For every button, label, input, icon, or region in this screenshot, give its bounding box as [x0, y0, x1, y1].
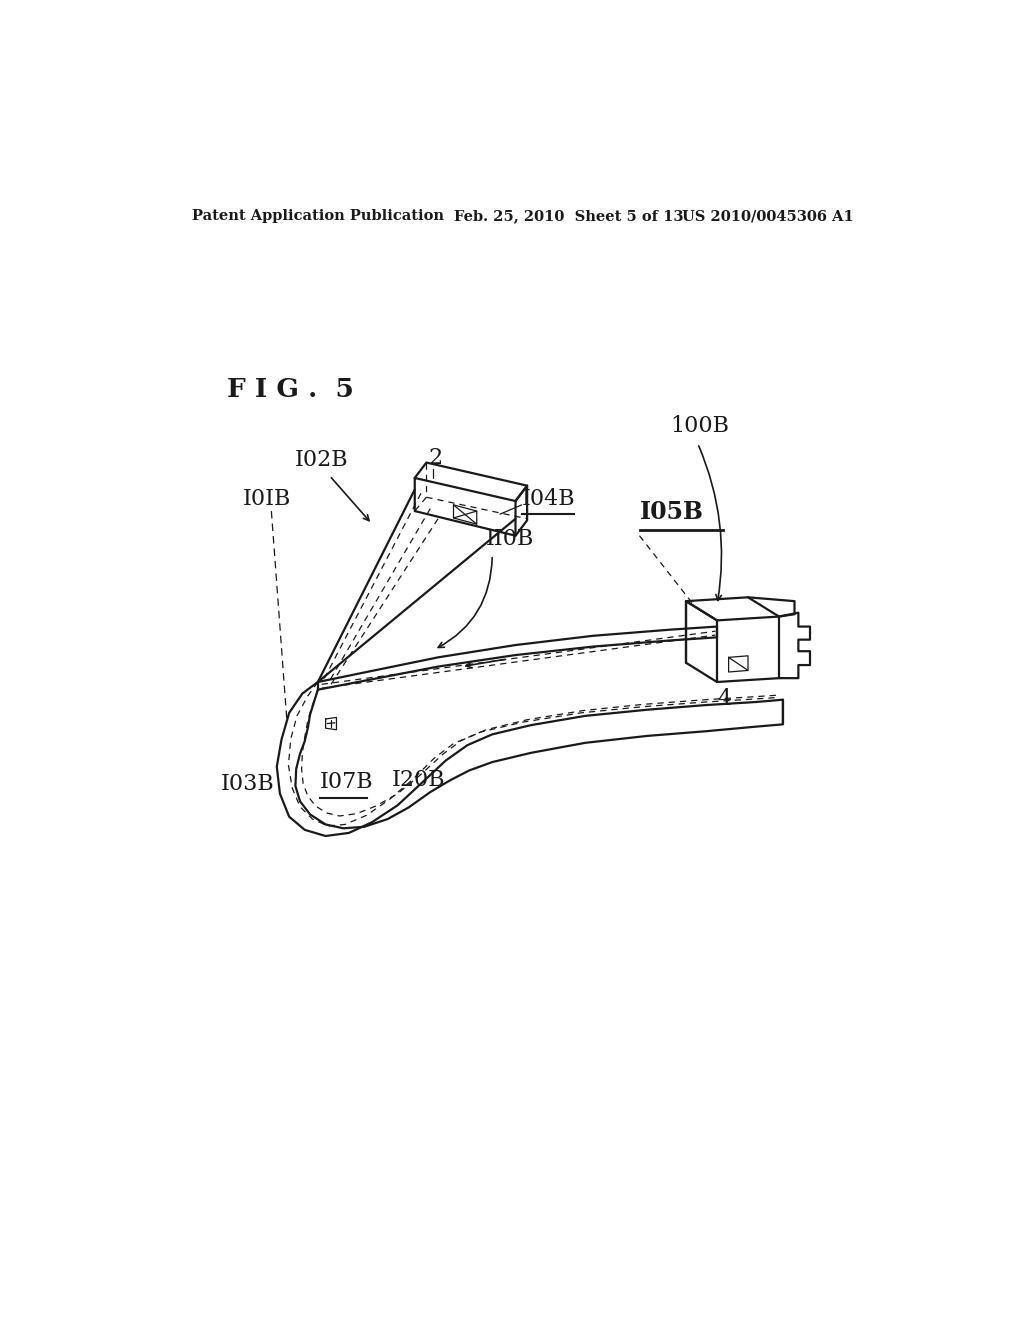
Text: I20B: I20B: [391, 770, 445, 791]
Text: I07B: I07B: [321, 771, 374, 793]
Text: II0B: II0B: [486, 528, 535, 550]
Text: 4: 4: [717, 688, 731, 710]
Text: I05B: I05B: [640, 500, 703, 524]
Text: 100B: 100B: [671, 414, 729, 437]
Text: I0IB: I0IB: [243, 488, 291, 510]
Text: 2: 2: [429, 447, 442, 469]
Text: US 2010/0045306 A1: US 2010/0045306 A1: [682, 209, 854, 223]
Text: I04B: I04B: [521, 488, 575, 510]
Text: F I G .  5: F I G . 5: [227, 378, 354, 403]
Text: I03B: I03B: [221, 772, 274, 795]
Text: I02B: I02B: [295, 449, 348, 471]
Text: Feb. 25, 2010  Sheet 5 of 13: Feb. 25, 2010 Sheet 5 of 13: [454, 209, 683, 223]
Text: Patent Application Publication: Patent Application Publication: [191, 209, 443, 223]
